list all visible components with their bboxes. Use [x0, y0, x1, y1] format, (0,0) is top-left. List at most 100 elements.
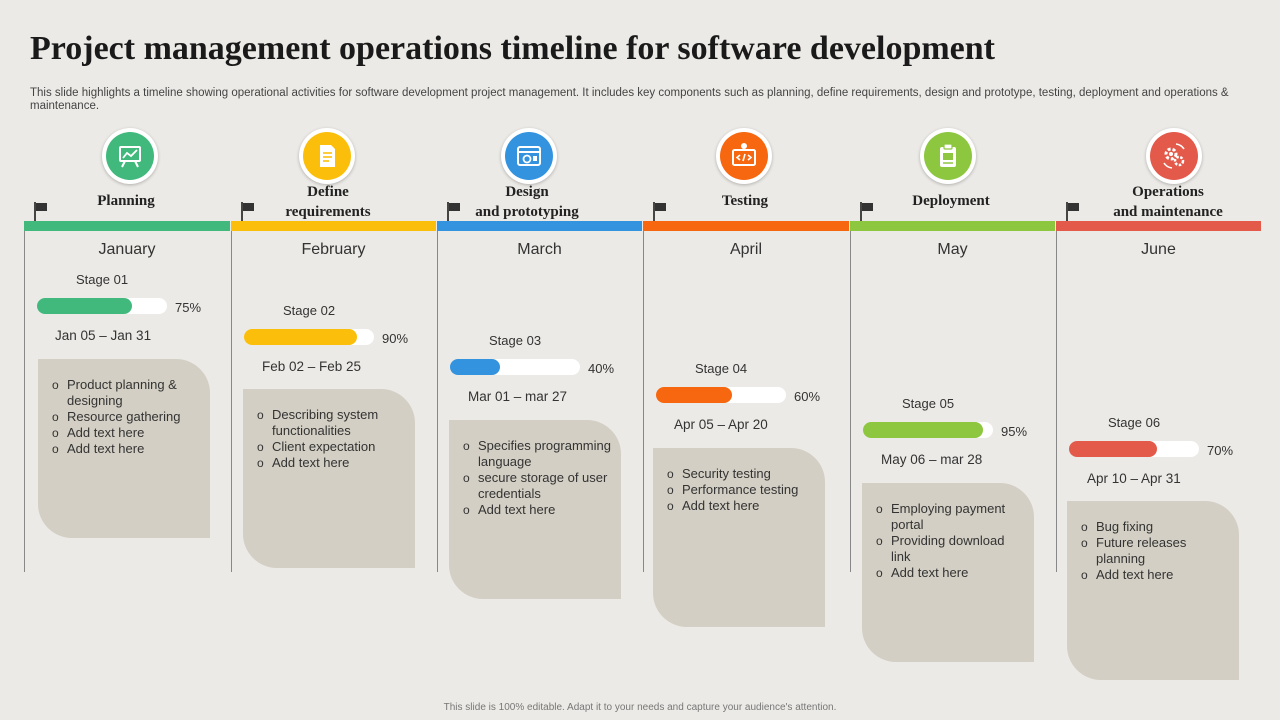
card-list-item: Bug fixing [1079, 519, 1229, 535]
date-range: Apr 05 – Apr 20 [674, 417, 768, 432]
date-range: Mar 01 – mar 27 [468, 389, 568, 404]
phase-label: Deployment [851, 191, 1051, 211]
flag-icon [859, 201, 875, 221]
card-list-item: Performance testing [665, 482, 815, 498]
activity-card: Specifies programming languagesecure sto… [449, 420, 621, 599]
progress-percent: 60% [794, 389, 821, 404]
card-list-item: Providing download link [874, 533, 1024, 565]
progress-fill [1069, 441, 1157, 457]
phase-icon-badge [501, 128, 557, 184]
activity-card: Bug fixingFuture releases planningAdd te… [1067, 501, 1239, 680]
phase-label: Planning [26, 191, 226, 211]
phase-label-line: and maintenance [1113, 204, 1223, 220]
phase-icon-badge [1146, 128, 1202, 184]
card-list-item: Employing payment portal [874, 501, 1024, 533]
progress-fill [37, 298, 132, 314]
stage-label: Stage 03 [489, 333, 542, 348]
flag-icon [240, 201, 256, 221]
flag-icon [1065, 201, 1081, 221]
month-label: June [1141, 241, 1176, 258]
date-range: Feb 02 – Feb 25 [262, 359, 362, 374]
flag-icon [652, 201, 668, 221]
phase-bar [643, 221, 849, 231]
card-list-item: Add text here [50, 425, 200, 441]
month-label: April [729, 241, 762, 258]
card-list-item: Add text here [1079, 567, 1229, 583]
planning-board-icon [106, 132, 154, 180]
phase-label-line: Testing [721, 193, 769, 209]
footer-note: This slide is 100% editable. Adapt it to… [443, 702, 837, 713]
card-list-item: Add text here [461, 502, 611, 518]
column-divider [850, 231, 851, 572]
phase-bar [231, 221, 436, 231]
stage-label: Stage 06 [1108, 415, 1161, 430]
card-list-item: Future releases planning [1079, 535, 1229, 567]
month-label: January [98, 241, 156, 258]
phase-label: Define requirements [228, 182, 428, 222]
month-label: May [937, 241, 968, 258]
deployment-clipboard-icon [924, 132, 972, 180]
phase-icon-badge [716, 128, 772, 184]
progress-track [656, 387, 786, 403]
flag-icon [33, 201, 49, 221]
card-list-item: Add text here [874, 565, 1024, 581]
phase-bar [1056, 221, 1261, 231]
column-divider [437, 231, 438, 572]
design-window-icon [505, 132, 553, 180]
progress-track [37, 298, 167, 314]
progress-track [863, 422, 993, 438]
activity-list: Product planning & designingResource gat… [50, 377, 200, 457]
activity-card: Product planning & designingResource gat… [38, 359, 210, 538]
date-range: Apr 10 – Apr 31 [1087, 471, 1181, 486]
phase-label-line: Design [505, 184, 549, 200]
card-list-item: Security testing [665, 466, 815, 482]
column-divider [643, 231, 644, 572]
phase-bar [24, 221, 230, 231]
progress-fill [244, 329, 357, 345]
progress-track [450, 359, 580, 375]
card-list-item: Add text here [50, 441, 200, 457]
column-divider [24, 231, 25, 572]
progress-track [244, 329, 374, 345]
column-divider [1056, 231, 1057, 572]
page-title: Project management operations timeline f… [30, 30, 995, 67]
phase-bar [850, 221, 1055, 231]
phase-icon-badge [299, 128, 355, 184]
phase-label-line: requirements [285, 204, 371, 220]
phase-label: Design and prototyping [427, 182, 627, 222]
progress-percent: 75% [175, 300, 202, 315]
code-testing-icon [720, 132, 768, 180]
requirements-document-icon [303, 132, 351, 180]
column-divider [231, 231, 232, 572]
phase-label: Testing [645, 191, 845, 211]
date-range: Jan 05 – Jan 31 [55, 328, 152, 343]
card-list-item: Specifies programming language [461, 438, 611, 470]
activity-card: Employing payment portalProviding downlo… [862, 483, 1034, 662]
maintenance-gears-icon [1150, 132, 1198, 180]
progress-fill [450, 359, 500, 375]
card-list-item: secure storage of user credentials [461, 470, 611, 502]
activity-list: Employing payment portalProviding downlo… [874, 501, 1024, 581]
stage-label: Stage 05 [902, 396, 955, 411]
activity-list: Describing system functionalitiesClient … [255, 407, 405, 471]
progress-track [1069, 441, 1199, 457]
month-label: March [517, 241, 562, 258]
phase-label-line: and prototyping [475, 204, 579, 220]
stage-label: Stage 04 [695, 361, 748, 376]
progress-percent: 90% [382, 331, 409, 346]
phase-label: Operations and maintenance [1068, 182, 1268, 222]
progress-percent: 40% [588, 361, 615, 376]
month-label: February [301, 241, 366, 258]
card-list-item: Client expectation [255, 439, 405, 455]
activity-card: Security testingPerformance testingAdd t… [653, 448, 825, 627]
progress-fill [656, 387, 732, 403]
phase-icon-badge [920, 128, 976, 184]
activity-list: Specifies programming languagesecure sto… [461, 438, 611, 518]
progress-fill [863, 422, 983, 438]
progress-percent: 70% [1207, 443, 1234, 458]
stage-label: Stage 02 [283, 303, 336, 318]
phase-bar [437, 221, 642, 231]
activity-card: Describing system functionalitiesClient … [243, 389, 415, 568]
flag-icon [446, 201, 462, 221]
phase-label-line: Planning [97, 193, 155, 209]
